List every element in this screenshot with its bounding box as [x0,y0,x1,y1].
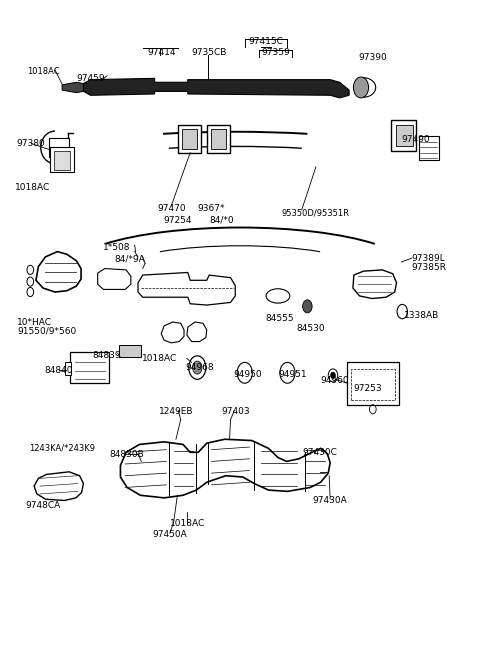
Text: 91550/9*560: 91550/9*560 [17,327,76,336]
Polygon shape [353,270,396,298]
Text: 9748CA: 9748CA [25,501,61,510]
Text: 84555: 84555 [265,313,294,323]
Polygon shape [84,78,349,98]
Text: 1*508: 1*508 [103,243,131,252]
Polygon shape [36,252,81,292]
Bar [347,363,399,405]
Text: 1018AC: 1018AC [14,183,50,193]
Text: 97403: 97403 [221,407,250,417]
Text: 94950: 94950 [233,370,262,378]
Text: 97470: 97470 [157,204,185,213]
Bar [207,125,229,152]
Bar [396,125,413,146]
Text: 1018AC: 1018AC [170,520,205,528]
Text: 9735CB: 9735CB [192,48,227,57]
Ellipse shape [266,289,290,303]
Bar [120,346,141,357]
Text: 84839: 84839 [92,351,120,360]
Text: 97490: 97490 [401,135,430,144]
Text: 1243KA/*243K9: 1243KA/*243K9 [29,444,95,453]
Polygon shape [97,269,131,290]
Text: 10*HAC: 10*HAC [17,318,52,327]
Text: 94960: 94960 [321,376,349,385]
Text: 97253: 97253 [354,384,383,393]
Bar [65,363,71,375]
Text: 97359: 97359 [261,48,290,57]
Text: 97430A: 97430A [313,496,348,505]
Polygon shape [34,472,84,501]
Circle shape [192,361,202,374]
Text: 97385R: 97385R [412,263,447,272]
Text: 1249EB: 1249EB [159,407,193,417]
Text: 84/*9A: 84/*9A [115,255,145,264]
Text: 97450A: 97450A [153,530,187,539]
Text: 95350D/95351R: 95350D/95351R [282,208,350,217]
Text: 97380: 97380 [17,139,46,148]
Bar [351,369,395,400]
Text: 1018AC: 1018AC [27,67,60,76]
Bar [391,120,417,151]
Circle shape [302,300,312,313]
Text: 97459: 97459 [76,74,105,83]
Polygon shape [138,273,235,305]
Bar [179,125,201,152]
Text: 1338AB: 1338AB [404,311,439,320]
Polygon shape [62,82,84,93]
Text: 94968: 94968 [185,363,214,372]
Text: 1018AC: 1018AC [142,354,177,363]
Polygon shape [120,440,330,498]
Circle shape [331,372,336,378]
Text: 97414: 97414 [147,48,176,57]
Bar [211,129,226,148]
Text: 97389L: 97389L [412,254,445,263]
Bar [182,129,197,148]
Text: 84530: 84530 [297,324,325,333]
Text: 97415C: 97415C [249,37,284,47]
Text: 9367*: 9367* [198,204,225,213]
Bar [54,151,70,170]
Text: 97390: 97390 [359,53,387,62]
Text: 84840: 84840 [45,366,73,374]
Text: 84/*0: 84/*0 [210,216,234,225]
Text: 94951: 94951 [279,370,308,378]
Bar [70,352,109,383]
Bar [50,147,74,172]
Bar [49,138,69,156]
Circle shape [353,77,369,98]
Bar [419,136,439,160]
Polygon shape [187,322,207,342]
Text: 84830B: 84830B [110,451,144,459]
Polygon shape [161,322,184,343]
Text: 97430C: 97430C [302,448,337,457]
Text: 97254: 97254 [163,216,192,225]
